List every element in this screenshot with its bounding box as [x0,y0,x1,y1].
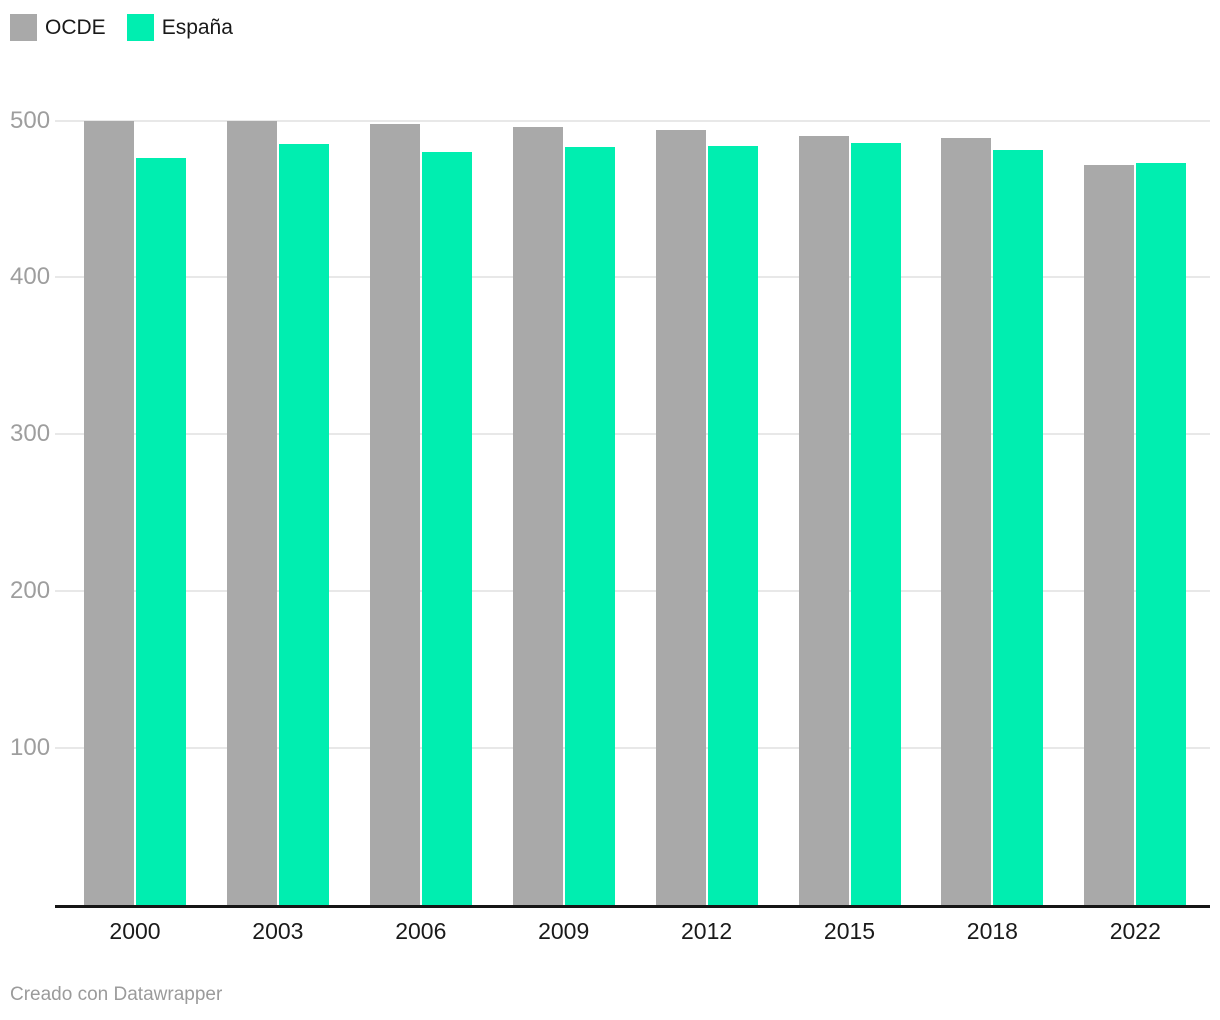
bar-ocde-2015[interactable] [798,136,849,905]
y-tick-label: 200 [10,577,51,605]
y-tick-label: 400 [10,263,51,291]
y-tick-label: 100 [10,734,51,762]
legend-label: España [161,16,233,39]
legend: OCDE España [10,14,233,41]
attribution-text: Creado con Datawrapper [10,984,223,1005]
x-axis-line [55,905,1210,908]
x-tick-label-2000: 2000 [109,918,161,944]
x-tick-label-2022: 2022 [1109,918,1161,944]
legend-swatch-icon [126,14,154,41]
gridline-500 [55,119,1210,122]
x-tick-label-2003: 2003 [252,918,304,944]
x-tick-label-2018: 2018 [966,918,1018,944]
y-tick-label: 500 [10,106,51,134]
bar-ocde-2018[interactable] [941,137,992,905]
bar-ocde-2009[interactable] [512,126,563,905]
x-tick-label-2012: 2012 [681,918,733,944]
x-tick-label-2006: 2006 [395,918,447,944]
bar-españa-2018[interactable] [993,150,1044,905]
bar-españa-2000[interactable] [136,158,186,905]
legend-label: OCDE [45,16,106,39]
legend-swatch-icon [10,14,37,41]
bar-ocde-2012[interactable] [655,130,706,905]
bar-españa-2003[interactable] [278,144,329,905]
bar-españa-2015[interactable] [850,142,901,905]
bar-españa-2022[interactable] [1136,162,1187,905]
legend-item-ocde: OCDE [10,14,106,41]
bar-españa-2009[interactable] [564,147,615,905]
x-tick-label-2015: 2015 [823,918,876,944]
bar-ocde-2006[interactable] [369,123,420,905]
y-tick-label: 300 [10,420,51,448]
gridline-400 [55,276,1210,279]
x-tick-label-2009: 2009 [538,918,590,944]
bar-españa-2012[interactable] [707,145,758,905]
bar-españa-2006[interactable] [421,151,472,905]
legend-item-españa: España [126,14,233,41]
gridline-200 [55,590,1210,593]
bar-ocde-2003[interactable] [226,120,277,905]
bar-ocde-2022[interactable] [1084,164,1135,905]
bar-ocde-2000[interactable] [84,120,134,905]
gridline-300 [55,433,1210,436]
gridline-100 [55,747,1210,750]
